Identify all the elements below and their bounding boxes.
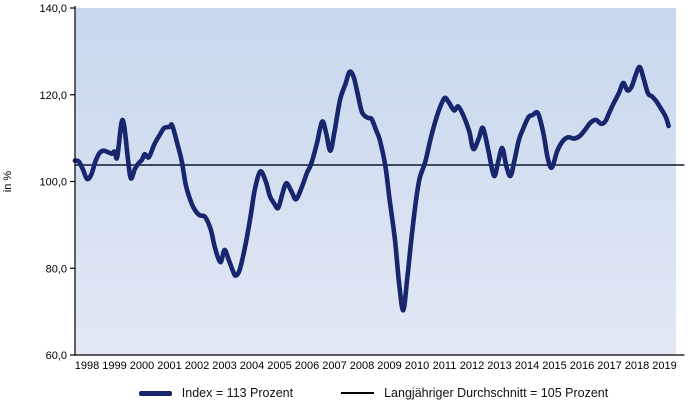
average-line-swatch (341, 392, 375, 394)
x-tick-label: 2005 (267, 360, 291, 372)
x-tick-label: 2007 (322, 360, 346, 372)
x-tick-label: 2001 (157, 360, 181, 372)
legend-group-index: Index = 113 Prozent (138, 386, 294, 400)
x-tick-label: 2010 (405, 360, 429, 372)
index-line (72, 64, 671, 313)
x-tick-label: 2002 (185, 360, 209, 372)
x-tick-label: 2011 (433, 360, 457, 372)
y-tick-label: 140,0 (39, 3, 67, 15)
x-tick-label: 2006 (295, 360, 319, 372)
x-tick-label: 2013 (487, 360, 511, 372)
x-tick-label: 2008 (350, 360, 374, 372)
line-chart: 140,0 120,0 100,0 80,0 60,0 1998 1999 2000 2001 2… (2, 3, 685, 372)
legend-average-label: Langjähriger Durchschnitt = 105 Prozent (384, 386, 609, 400)
x-tick-label: 2003 (212, 360, 236, 372)
x-tick-label: 1998 (75, 360, 99, 372)
y-tick-label: 60,0 (46, 350, 67, 362)
y-tick-label: 80,0 (46, 263, 67, 275)
x-tick-label: 2004 (240, 360, 264, 372)
y-tick-label: 100,0 (39, 177, 67, 189)
x-tick-label: 1999 (102, 360, 126, 372)
legend-index-label: Index = 113 Prozent (181, 386, 294, 400)
x-tick-label: 2018 (625, 360, 649, 372)
plot-area (75, 8, 676, 355)
x-tick-label: 2019 (652, 360, 676, 372)
legend-group-average: Langjähriger Durchschnitt = 105 Prozent (341, 386, 608, 400)
x-tick-label: 2017 (597, 360, 621, 372)
x-tick-label: 2009 (377, 360, 401, 372)
index-line-swatch (138, 390, 172, 396)
y-tick-label: 120,0 (39, 90, 67, 102)
x-tick-label: 2012 (460, 360, 484, 372)
legend: Index = 113 Prozent Langjähriger Durchsc… (0, 386, 691, 400)
x-tick-label: 2014 (515, 360, 539, 372)
x-tick-label: 2015 (542, 360, 566, 372)
x-tick-label: 2000 (130, 360, 154, 372)
x-tick-label: 2016 (570, 360, 594, 372)
y-axis-title: in % (2, 171, 14, 193)
